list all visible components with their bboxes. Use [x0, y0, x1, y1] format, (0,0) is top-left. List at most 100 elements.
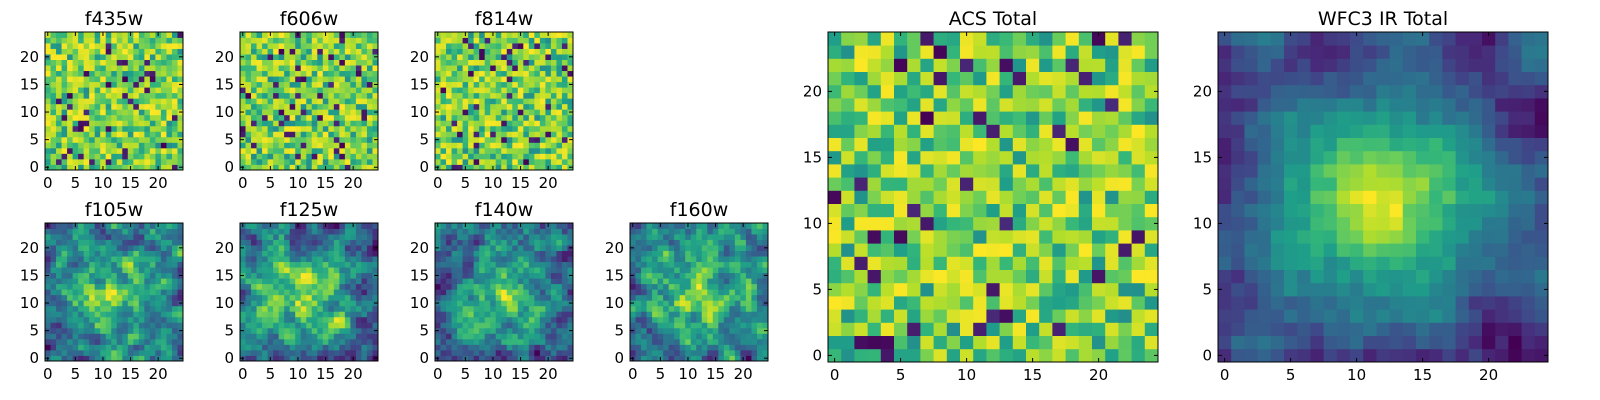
heatmap-cell [240, 289, 246, 296]
heatmap-cell [144, 153, 151, 160]
heatmap-cell [707, 272, 714, 279]
heatmap-cell [734, 316, 741, 323]
heatmap-cell [495, 333, 502, 340]
heatmap-cell [451, 223, 458, 229]
heatmap-cell [880, 322, 895, 336]
heatmap-cell [512, 32, 519, 38]
heatmap-cell [701, 245, 708, 251]
heatmap-cell [440, 333, 447, 340]
heatmap-cell [251, 344, 257, 351]
heatmap-cell [484, 256, 491, 263]
heatmap-cell [854, 309, 868, 323]
heatmap-cell [446, 147, 452, 154]
heatmap-cell [267, 131, 274, 138]
heatmap-cell [641, 272, 647, 279]
heatmap-cell [479, 322, 486, 329]
heatmap-cell [155, 322, 162, 329]
heatmap-cell [45, 147, 51, 154]
heatmap-cell [550, 261, 557, 268]
heatmap-cell [295, 305, 302, 312]
heatmap-cell [127, 256, 134, 263]
heatmap-cell [506, 92, 513, 99]
heatmap-cell [567, 87, 574, 94]
heatmap-cell [1131, 282, 1146, 297]
heatmap-cell [435, 158, 441, 165]
heatmap-cell [127, 109, 134, 116]
heatmap-cell [144, 349, 151, 356]
heatmap-cell [894, 216, 908, 231]
heatmap-cell [78, 109, 85, 116]
heatmap-cell [501, 344, 508, 351]
heatmap-cell [160, 355, 167, 362]
heatmap-cell [89, 245, 96, 251]
heatmap-cell [78, 300, 85, 307]
heatmap-cell [512, 147, 519, 154]
heatmap-cell [245, 54, 252, 60]
heatmap-cell [556, 250, 563, 257]
heatmap-cell [506, 355, 513, 362]
heatmap-cell [1012, 256, 1027, 270]
heatmap-cell [311, 54, 318, 60]
heatmap-cell [501, 278, 508, 285]
heatmap-cell [550, 109, 557, 116]
heatmap-cell [328, 300, 335, 307]
heatmap-cell [462, 228, 469, 235]
heatmap-cell [67, 136, 73, 143]
heatmap-cell [545, 311, 552, 318]
heatmap-cell [361, 164, 368, 171]
heatmap-cell [517, 250, 524, 257]
heatmap-cell [867, 296, 882, 310]
heatmap-cell [171, 228, 178, 235]
heatmap-cell [289, 131, 296, 138]
heatmap-cell [344, 316, 351, 323]
heatmap-cell [306, 278, 313, 285]
heatmap-cell [517, 294, 524, 301]
heatmap-cell [251, 234, 257, 240]
heatmap-cell [446, 316, 452, 323]
heatmap-cell [451, 98, 458, 105]
heatmap-cell [490, 278, 497, 285]
heatmap-cell [550, 338, 557, 345]
heatmap-cell [468, 131, 475, 138]
heatmap-cell [251, 54, 257, 60]
heatmap-cell [267, 228, 274, 235]
heatmap-cell [61, 125, 68, 132]
heatmap-cell [149, 355, 156, 362]
heatmap-cell [61, 223, 68, 229]
heatmap-cell [317, 76, 324, 83]
heatmap-cell [149, 294, 156, 301]
heatmap-cell [723, 228, 730, 235]
heatmap-cell [495, 48, 502, 55]
heatmap-cell [707, 261, 714, 268]
heatmap-cell [462, 59, 469, 66]
heatmap-cell [446, 327, 452, 334]
heatmap-cell [999, 282, 1014, 297]
heatmap-cell [701, 278, 708, 285]
heatmap-cell [289, 267, 296, 274]
heatmap-cell [78, 158, 85, 165]
heatmap-cell [306, 142, 313, 149]
heatmap-cell [262, 147, 268, 154]
heatmap-cell [105, 300, 112, 307]
heatmap-cell [344, 239, 351, 246]
heatmap-cell [1092, 164, 1106, 178]
heatmap-cell [457, 250, 463, 257]
heatmap-cell [61, 283, 68, 290]
heatmap-cell [696, 223, 703, 229]
heatmap-cell [506, 256, 513, 263]
heatmap-cell [446, 114, 452, 121]
heatmap-cell [251, 114, 257, 121]
heatmap-cell [50, 164, 57, 171]
heatmap-cell [122, 125, 129, 132]
heatmap-cell [696, 272, 703, 279]
heatmap-cell [462, 76, 469, 83]
heatmap-cell [105, 239, 112, 246]
heatmap-cell [907, 309, 921, 323]
heatmap-cell [723, 261, 730, 268]
heatmap-cell [446, 54, 452, 60]
heatmap-cell [517, 316, 524, 323]
heatmap-cell [479, 234, 486, 240]
heatmap-cell [534, 59, 541, 66]
heatmap-cell [468, 256, 475, 263]
heatmap-cell [668, 300, 675, 307]
